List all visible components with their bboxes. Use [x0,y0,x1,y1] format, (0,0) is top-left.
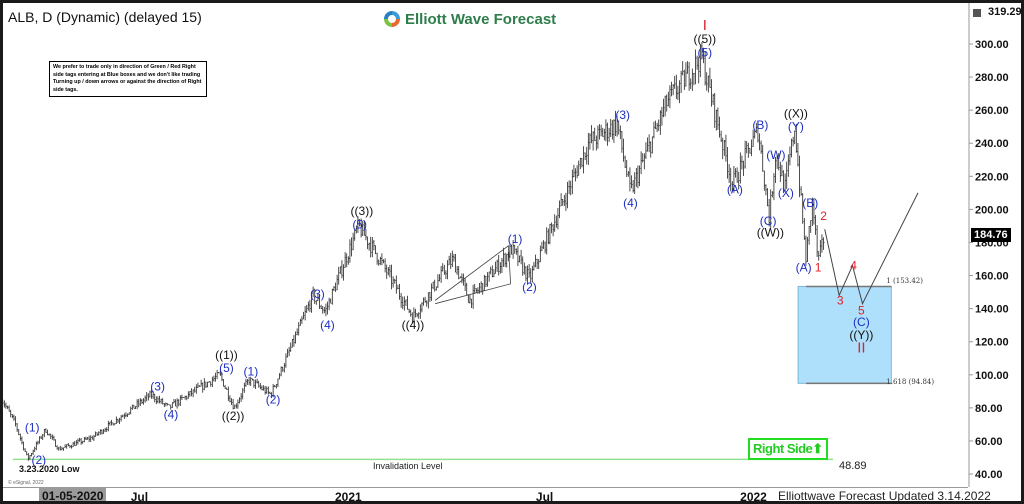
wave-label: (4) [164,407,179,421]
wave-label: ((4)) [402,318,425,332]
y-tick-label: 100.00 [975,370,1009,382]
wave-label: ((5)) [694,32,717,46]
wave-label: (1) [508,232,523,246]
logo: Elliott Wave Forecast [383,10,556,28]
projection-path [824,192,919,306]
wave-label: (1) [244,364,259,378]
wave-label: (C) [853,315,870,329]
invalidation-label: Invalidation Level [373,461,443,471]
y-tick-label: 140.00 [975,304,1009,316]
wave-label: 5 [858,303,865,317]
wave-label: ((W)) [757,226,784,240]
price-chart[interactable]: 300.00280.00260.00240.00220.00200.00180.… [3,3,1024,504]
arrow-up-icon: ⬆ [812,441,823,456]
wave-label: (W) [766,148,785,162]
y-tick-label: 280.00 [975,72,1009,84]
wave-label: (2) [32,453,47,467]
y-tick-label: 200.00 [975,204,1009,216]
x-tick-label: Jul [535,490,554,504]
wave-label: ((X)) [784,106,808,120]
triangle-line [435,283,511,305]
wave-label: ((Y)) [849,328,873,342]
cursor-date-label: 01-05-2020 [39,488,107,501]
blue-box [797,285,892,384]
y-tick-label: 240.00 [975,138,1009,150]
x-axis[interactable]: Jul 2021 Jul 2022 [3,487,968,504]
y-tick-label: 300.00 [975,39,1009,51]
wave-label: II [857,339,865,356]
wave-label: (5) [698,45,713,59]
wave-label: 1 [815,260,822,274]
wave-label: (5) [219,361,234,375]
wave-label: (2) [266,393,281,407]
wave-label: ((3)) [351,204,374,218]
y-tick-label: 40.00 [975,469,1003,481]
wave-label: (A) [796,260,812,274]
invalidation-value: 48.89 [839,460,867,472]
wave-label: 2 [820,209,827,223]
right-side-label: Right Side [753,441,813,456]
trading-note: We prefer to trade only in direction of … [49,61,207,97]
logo-icon [384,11,400,27]
x-tick-label: 2022 [740,490,767,504]
fib-label-low: 1.618 (94.84) [886,378,935,387]
x-tick-label: 2021 [335,490,362,504]
logo-text: Elliott Wave Forecast [405,10,557,28]
wave-label: (1) [25,421,40,435]
wave-label: (C) [760,214,777,228]
y-tick-label: 160.00 [975,271,1009,283]
y-tick-label: 120.00 [975,337,1009,349]
wave-label: 4 [850,259,857,273]
x-tick-label: Jul [130,490,149,504]
low-label: 3.23.2020 Low [19,464,80,474]
wave-label: I [703,17,707,34]
wave-label: (A) [727,183,743,197]
wave-label: 3 [837,293,844,307]
wave-label: (B) [752,118,768,132]
chart-title: ALB, D (Dynamic) (delayed 15) [8,9,202,25]
y-tick-label: 80.00 [975,403,1003,415]
y-tick-label: 220.00 [975,171,1009,183]
y-tick-label: 260.00 [975,105,1009,117]
wave-label: (5) [352,217,367,231]
wave-label: ((1)) [215,348,238,362]
triangle-line [434,245,512,301]
y-tick-label: 60.00 [975,436,1003,448]
settings-square-icon[interactable] [973,9,981,17]
wave-label: ((2)) [222,409,245,423]
last-price-label: 184.76 [971,228,1011,242]
wave-label: (B) [802,196,818,210]
wave-label: (Y) [788,120,804,134]
top-price-label: 319.29 [988,6,1022,18]
wave-label: (3) [615,108,630,122]
updated-label: Elliottwave Forecast Updated 3.14.2022 [778,489,991,503]
wave-label: (4) [320,318,335,332]
wave-label: (2) [522,280,537,294]
wave-label: (4) [623,196,638,210]
right-side-tag: Right Side⬆ [748,438,828,460]
copyright: © eSignal, 2022 [8,480,44,486]
wave-label: (X) [778,186,794,200]
wave-label: (3) [310,287,325,301]
fib-label-high: 1 (153.42) [886,277,923,286]
wave-label: (3) [150,379,165,393]
